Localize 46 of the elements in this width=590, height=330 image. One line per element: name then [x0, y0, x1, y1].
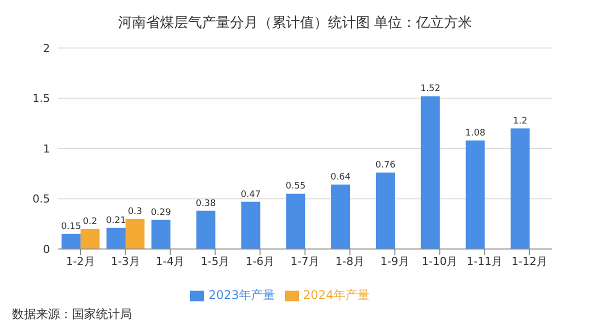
bar — [376, 172, 395, 249]
data-label: 0.38 — [196, 198, 216, 209]
bar — [286, 194, 306, 249]
data-label: 0.21 — [106, 216, 126, 226]
x-tick-label: 1-6月 — [246, 254, 275, 268]
y-tick-label: 2 — [43, 42, 50, 55]
x-tick-label: 1-8月 — [335, 254, 364, 268]
bar — [62, 234, 81, 249]
data-label: 0.64 — [330, 172, 351, 183]
legend-label: 2023年产量 — [208, 288, 275, 302]
bar — [126, 218, 144, 249]
bar — [106, 228, 126, 249]
x-tick-label: 1-4月 — [156, 254, 185, 268]
y-tick-label: 1.5 — [32, 92, 50, 106]
data-label: 1.52 — [420, 84, 440, 94]
bar — [80, 228, 100, 249]
y-tick-label: 0 — [43, 242, 50, 256]
data-label: 1.2 — [513, 116, 528, 126]
data-label: 1.08 — [465, 128, 486, 138]
data-label: 0.3 — [128, 206, 142, 217]
data-label: 0.29 — [150, 208, 172, 218]
chart-title: 河南省煤层气产量分月（累计值）统计图 单位：亿立方米 — [116, 14, 474, 32]
bar — [151, 220, 170, 249]
data-label: 0.2 — [82, 216, 98, 227]
y-tick-label: 1 — [43, 142, 50, 156]
x-tick-label: 1-12月 — [512, 254, 548, 268]
source-note: 数据来源：国家统计局 — [12, 306, 132, 323]
x-tick-label: 1-5月 — [200, 254, 230, 268]
legend-label: 2024年产量 — [303, 288, 370, 302]
data-label: 0.15 — [61, 222, 82, 232]
bar — [196, 210, 216, 249]
data-label: 0.76 — [375, 160, 396, 171]
bar — [331, 184, 350, 249]
data-label: 0.55 — [286, 182, 306, 192]
bar — [510, 128, 530, 249]
y-tick-label: 0.5 — [32, 192, 50, 206]
x-tick-label: 1-2月 — [66, 254, 95, 268]
x-tick-label: 1-9月 — [380, 254, 410, 268]
data-label: 0.47 — [240, 190, 261, 200]
x-tick-label: 1-11月 — [466, 254, 503, 268]
x-tick-label: 1-7月 — [290, 254, 320, 268]
bar — [420, 96, 440, 249]
bar — [241, 202, 260, 249]
bar — [466, 140, 485, 249]
x-tick-label: 1-3月 — [110, 254, 140, 268]
x-tick-label: 1-10月 — [422, 254, 458, 268]
